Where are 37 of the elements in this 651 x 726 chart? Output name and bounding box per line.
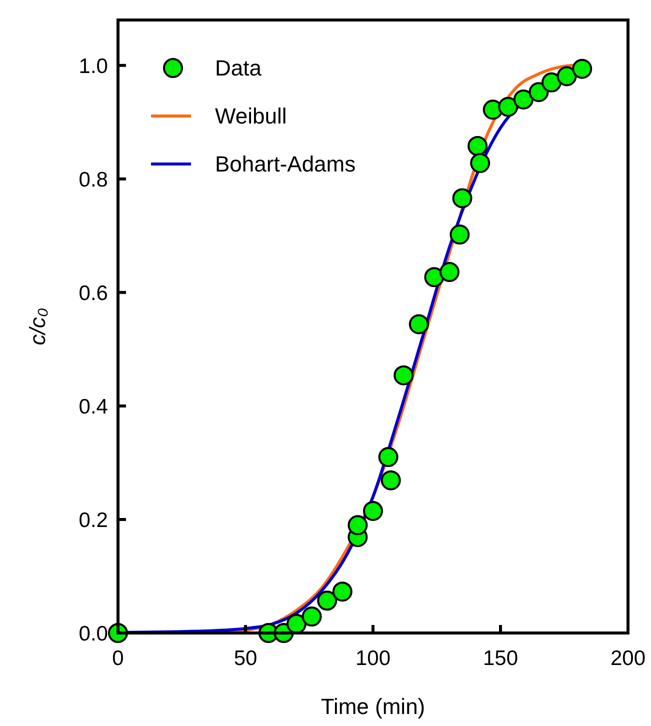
y-axis-title: c/c₀ (25, 308, 50, 346)
point (302, 606, 322, 627)
y-tick-label: 0.6 (78, 282, 108, 305)
y-tick-label: 0.0 (78, 622, 108, 646)
x-axis-title: Time (min) (320, 694, 426, 719)
point (572, 58, 592, 79)
legend-label: Data (215, 56, 262, 81)
point (317, 590, 338, 611)
legend-label: Weibull (215, 104, 287, 129)
point (440, 262, 460, 282)
point (498, 96, 518, 117)
point (408, 314, 429, 334)
point (424, 267, 444, 288)
point (394, 365, 414, 386)
x-tick-label: 0 (112, 647, 124, 670)
y-tick-label: 0.4 (78, 395, 108, 418)
point (452, 188, 472, 208)
x-tick-label: 100 (355, 647, 391, 670)
point (542, 72, 562, 92)
x-tick-label: 150 (482, 647, 518, 670)
legend-label: Bohart-Adams (215, 152, 356, 177)
y-tick-label: 0.2 (78, 508, 108, 532)
point (468, 136, 488, 156)
point (363, 500, 383, 521)
y-tick-label: 1.0 (78, 54, 108, 78)
x-tick-label: 200 (610, 647, 646, 670)
point (528, 82, 549, 102)
point (380, 470, 401, 490)
point (332, 582, 352, 602)
point (556, 66, 577, 86)
point (378, 447, 398, 468)
x-tick-label: 50 (234, 647, 258, 670)
point (470, 153, 490, 174)
y-tick-label: 0.8 (78, 168, 108, 192)
point (450, 224, 470, 245)
point (513, 89, 534, 110)
point (348, 515, 368, 536)
